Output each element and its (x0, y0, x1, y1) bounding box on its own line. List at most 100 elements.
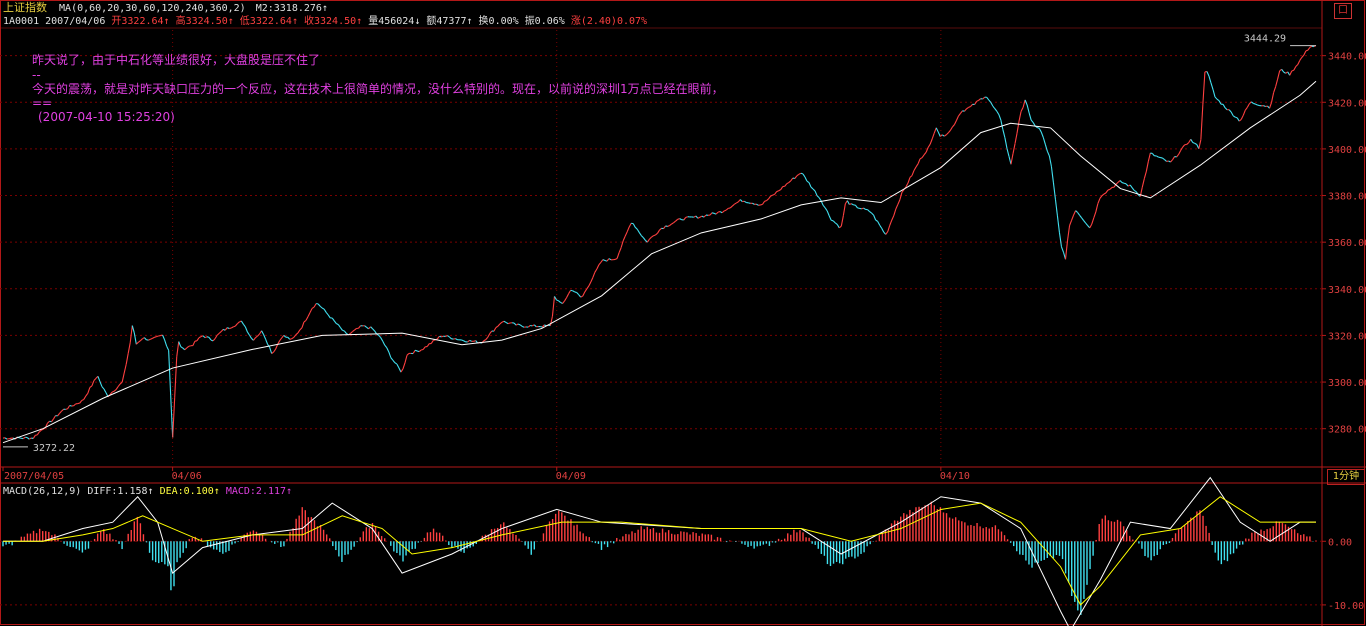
x-tick-label: 04/06 (172, 471, 202, 482)
price-segment (148, 338, 151, 341)
price-segment (1066, 225, 1071, 241)
price-segment (560, 301, 563, 304)
index-name[interactable]: 上证指数 (3, 1, 47, 14)
price-segment (162, 334, 166, 341)
max-label: 3444.29 (1244, 34, 1286, 45)
price-segment (1263, 105, 1266, 108)
price-segment (1014, 133, 1018, 144)
price-segment (133, 332, 137, 345)
chart-header: 上证指数 MA(0,60,20,30,60,120,240,360,2) M2:… (3, 2, 328, 15)
restore-button[interactable]: 口 (1334, 3, 1352, 19)
price-segment (303, 319, 307, 323)
price-segment (849, 203, 852, 205)
x-tick-label: 04/10 (940, 471, 970, 482)
price-segment (307, 312, 311, 317)
price-segment (951, 124, 955, 128)
price-segment (802, 173, 806, 178)
price-segment (937, 131, 941, 137)
price-segment (1042, 137, 1046, 145)
price-segment (564, 297, 568, 302)
price-segment (517, 323, 521, 326)
price-segment (831, 219, 834, 222)
price-segment (41, 428, 44, 431)
price-segment (1236, 117, 1240, 122)
price-segment (566, 293, 570, 298)
price-segment (277, 340, 281, 345)
price-segment (366, 326, 369, 330)
price-segment (1131, 187, 1135, 191)
price-segment (487, 333, 491, 338)
price-segment (422, 346, 426, 350)
price-segment (861, 207, 864, 210)
price-segment (1172, 156, 1176, 160)
price-segment (51, 418, 54, 423)
price-segment (1115, 181, 1119, 185)
price-segment (1224, 107, 1228, 111)
price-segment (618, 247, 622, 253)
price-segment (382, 341, 386, 346)
price-segment (289, 338, 293, 340)
price-segment (620, 240, 624, 248)
price-segment (343, 330, 347, 334)
price-segment (222, 328, 226, 331)
price-segment (614, 258, 618, 260)
price-segment (673, 220, 677, 224)
price-segment (503, 320, 507, 323)
price-segment (1182, 144, 1186, 148)
price-segment (941, 134, 945, 137)
price-segment (901, 189, 905, 193)
price-segment (1238, 119, 1242, 122)
macd-y-tick-label: 0.00 (1328, 537, 1352, 548)
price-segment (875, 219, 878, 222)
price-segment (269, 347, 273, 354)
price-segment (218, 331, 222, 334)
price-segment (806, 180, 810, 183)
price-segment (1180, 146, 1184, 151)
price-segment (784, 183, 788, 187)
price-segment (414, 349, 418, 352)
price-segment (1103, 192, 1107, 195)
price-y-tick-label: 3300.00 (1328, 378, 1366, 389)
price-segment (1125, 183, 1129, 187)
price-segment (717, 211, 721, 213)
price-segment (731, 203, 735, 207)
period-selector[interactable]: 1分钟 (1327, 469, 1365, 485)
price-segment (1164, 159, 1167, 162)
price-segment (927, 143, 931, 148)
price-segment (935, 127, 939, 133)
price-segment (370, 326, 374, 330)
price-segment (669, 223, 672, 226)
price-segment (794, 175, 798, 179)
price-segment (982, 96, 986, 100)
price-segment (200, 335, 204, 338)
price-segment (259, 330, 263, 335)
price-segment (893, 208, 897, 216)
price-segment (1052, 182, 1056, 200)
price-segment (1056, 215, 1061, 233)
price-segment (1275, 78, 1279, 87)
price-segment (311, 306, 315, 309)
price-segment (568, 290, 572, 295)
price-segment (123, 364, 127, 374)
price-segment (814, 190, 818, 196)
price-segment (966, 106, 969, 110)
price-segment (445, 335, 448, 337)
amplitude-value: 振0.06% (524, 16, 565, 27)
price-segment (1309, 45, 1313, 48)
price-segment (953, 120, 957, 125)
price-segment (156, 335, 159, 338)
dea-line (3, 496, 1316, 606)
price-segment (1024, 99, 1028, 106)
price-segment (1123, 182, 1127, 185)
price-segment (626, 226, 630, 233)
price-segment (354, 328, 357, 331)
price-segment (836, 224, 840, 229)
price-segment (905, 182, 909, 188)
price-segment (909, 175, 913, 178)
price-segment (851, 203, 854, 206)
price-segment (1018, 111, 1022, 122)
price-segment (1064, 240, 1069, 260)
price-segment (891, 215, 895, 221)
price-segment (317, 303, 321, 307)
